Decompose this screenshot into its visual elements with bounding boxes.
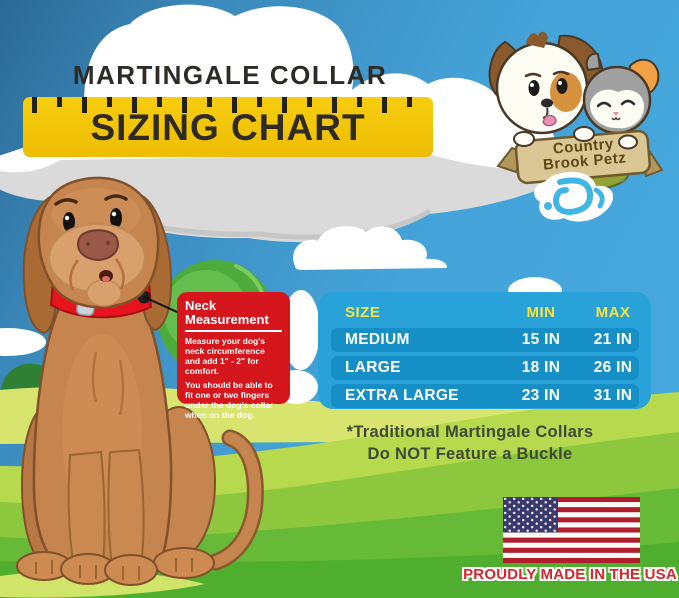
callout-body-2: You should be able to fit one or two fin… (185, 380, 274, 420)
brand-logo-art (488, 31, 664, 222)
page-title: SIZING CHART (90, 107, 366, 148)
sizing-table: SIZE MIN MAX MEDIUM 15 IN 21 IN LARGE 18… (318, 292, 651, 409)
header-size: SIZE (345, 303, 381, 321)
registered-trademark-mark: ® (620, 176, 627, 186)
cell-min: 18 IN (521, 359, 561, 376)
buckle-note-line1: *Traditional Martingale Collars (346, 423, 594, 441)
ruler-ticks-short (57, 97, 429, 107)
header-min: MIN (526, 303, 556, 321)
callout-body-1: Measure your dog's neck circumference an… (185, 336, 265, 376)
neck-measurement-callout: Neck Measurement Measure your dog's neck… (177, 292, 290, 420)
usa-flag-icon (503, 497, 640, 563)
callout-title: Neck Measurement (185, 298, 269, 327)
table-row-extra-large: EXTRA LARGE 23 IN 31 IN (331, 384, 639, 408)
product-supertitle: MARTINGALE COLLAR (72, 60, 388, 90)
cell-size: EXTRA LARGE (345, 387, 459, 404)
cell-size: MEDIUM (345, 331, 410, 348)
buckle-note-line2: Do NOT Feature a Buckle (367, 445, 573, 463)
table-header-row: SIZE MIN MAX (318, 292, 651, 328)
cell-max: 26 IN (593, 359, 633, 376)
dog-illustration (16, 176, 264, 586)
table-row-medium: MEDIUM 15 IN 21 IN (331, 328, 639, 352)
cell-size: LARGE (345, 359, 401, 376)
callout-divider (185, 330, 282, 332)
cell-min: 23 IN (521, 387, 561, 404)
made-in-usa-label: PROUDLY MADE IN THE USA (463, 566, 677, 583)
ruler-banner: SIZING CHART (23, 97, 433, 157)
buckle-note: *Traditional Martingale Collars Do NOT F… (270, 421, 670, 465)
cell-max: 31 IN (593, 387, 633, 404)
header-max: MAX (595, 303, 631, 321)
cell-max: 21 IN (593, 331, 633, 348)
cell-min: 15 IN (521, 331, 561, 348)
table-row-large: LARGE 18 IN 26 IN (331, 356, 639, 380)
